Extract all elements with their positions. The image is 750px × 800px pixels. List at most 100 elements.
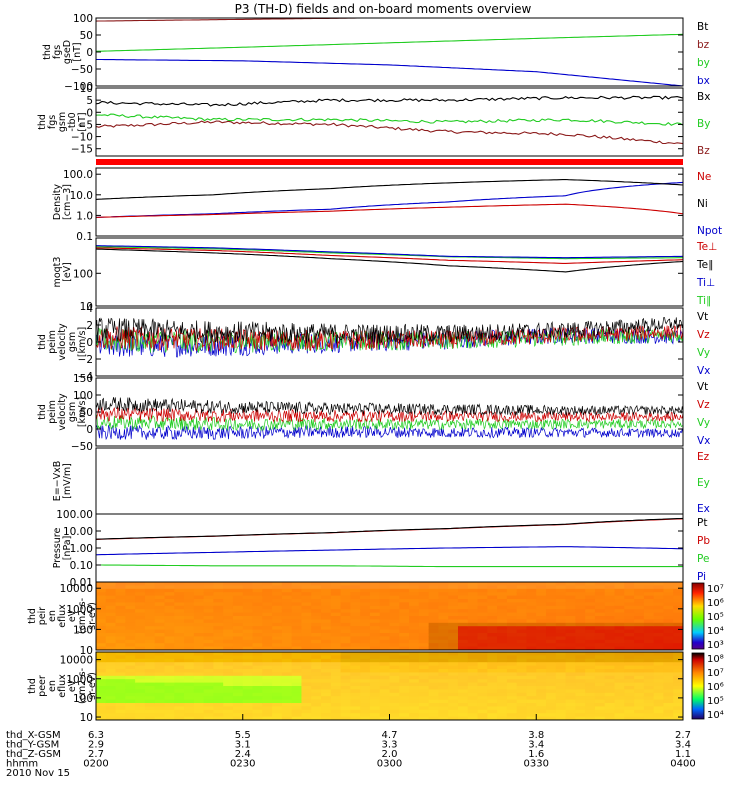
heatmap-cell [624, 669, 635, 673]
heatmap-cell [438, 609, 449, 614]
ylabel-line: [nPa] [62, 536, 73, 561]
heatmap-cell [213, 639, 224, 644]
heatmap-cell [96, 588, 107, 593]
heatmap-cell [242, 592, 254, 597]
heatmap-cell [321, 602, 332, 607]
heatmap-cell [242, 679, 254, 684]
heatmap-cell [399, 612, 410, 617]
heatmap-cell [164, 682, 175, 687]
heatmap-cell [135, 662, 146, 667]
heatmap-cell [193, 622, 205, 627]
heatmap-cell [565, 602, 576, 607]
heatmap-cell [516, 652, 528, 656]
heatmap-cell [350, 595, 361, 600]
heatmap-cell [585, 622, 596, 627]
heatmap-cell [487, 582, 498, 586]
heatmap-cell [232, 643, 244, 648]
legend-Pb: Pb [697, 535, 710, 547]
heatmap-cell [634, 706, 645, 711]
series-By [96, 113, 683, 126]
legend-bx: bx [697, 75, 710, 87]
heatmap-cell [467, 612, 479, 617]
heatmap-cell [497, 696, 508, 701]
heatmap-cell [272, 636, 283, 641]
heatmap-cell [115, 655, 126, 660]
heatmap-cell [203, 716, 214, 720]
heatmap-cell [536, 679, 547, 684]
heatmap-cell [115, 616, 126, 620]
heatmap-cell [663, 639, 674, 644]
heatmap-cell [281, 652, 293, 656]
heatmap-cell [555, 706, 567, 711]
heatmap-cell [350, 675, 361, 680]
ylabel-line: velocity [57, 323, 68, 361]
heatmap-cell [213, 686, 224, 690]
heatmap-cell [467, 679, 479, 684]
heatmap-cell [653, 682, 665, 687]
heatmap-cell [497, 599, 508, 603]
heatmap-cell [614, 703, 625, 707]
heatmap-cell [497, 585, 508, 590]
heatmap-cell [252, 709, 263, 714]
heatmap-cell [174, 636, 185, 641]
heatmap-cell [242, 699, 254, 704]
heatmap-cell [184, 582, 195, 586]
heatmap-cell [213, 646, 224, 650]
heatmap-cell [369, 636, 381, 641]
heatmap-cell [418, 636, 430, 641]
heatmap-cell [663, 682, 674, 687]
heatmap-cell [340, 582, 351, 586]
heatmap-cell [575, 612, 586, 617]
heatmap-cell [438, 662, 449, 667]
heatmap-cell [135, 658, 146, 663]
heatmap-cell [223, 616, 234, 620]
heatmap-cell [272, 633, 283, 637]
x-tick-label: 3.4 [675, 740, 691, 751]
heatmap-cell [516, 605, 528, 610]
heatmap-cell [144, 639, 156, 644]
heatmap-cell [526, 696, 537, 701]
heatmap-cell [223, 633, 234, 637]
heatmap-cell [516, 675, 528, 680]
heatmap-cell [448, 703, 459, 707]
heatmap-cell [497, 709, 508, 714]
heatmap-cell [624, 675, 635, 680]
heatmap-cell [409, 599, 420, 603]
heatmap-cell [193, 595, 205, 600]
heatmap-cell [448, 609, 459, 614]
heatmap-cell [369, 585, 381, 590]
heatmap-cell [223, 716, 234, 720]
heatmap-cell [448, 652, 459, 656]
heatmap-cell [242, 662, 254, 667]
heatmap-cell [154, 619, 166, 624]
heatmap-cell [487, 696, 498, 701]
heatmap-cell [409, 636, 420, 641]
heatmap-cell [193, 652, 205, 656]
x-tick-label: 2.9 [88, 740, 104, 751]
heatmap-cell [428, 699, 440, 704]
heatmap-cell [232, 619, 244, 624]
heatmap-cell [546, 699, 557, 704]
heatmap-cell [203, 646, 214, 650]
heatmap-cell [262, 592, 273, 597]
heatmap-cell [399, 588, 410, 593]
heatmap-cell [330, 703, 342, 707]
heatmap-cell [477, 643, 488, 648]
heatmap-cell [624, 639, 635, 644]
heatmap-cell [575, 626, 586, 631]
heatmap-cell [379, 699, 391, 704]
heatmap-cell [174, 629, 185, 634]
heatmap-cell [281, 616, 293, 620]
heatmap-cell [389, 713, 400, 718]
heatmap-cell [193, 692, 205, 697]
heatmap-cell [399, 709, 410, 714]
heatmap-cell [203, 689, 214, 694]
heatmap-cell [105, 622, 117, 627]
heatmap-cell [428, 595, 440, 600]
heatmap-cell [575, 686, 586, 690]
heatmap-cell [291, 612, 303, 617]
heatmap-cell [653, 605, 665, 610]
heatmap-cell [193, 689, 205, 694]
heatmap-cell [614, 636, 625, 641]
